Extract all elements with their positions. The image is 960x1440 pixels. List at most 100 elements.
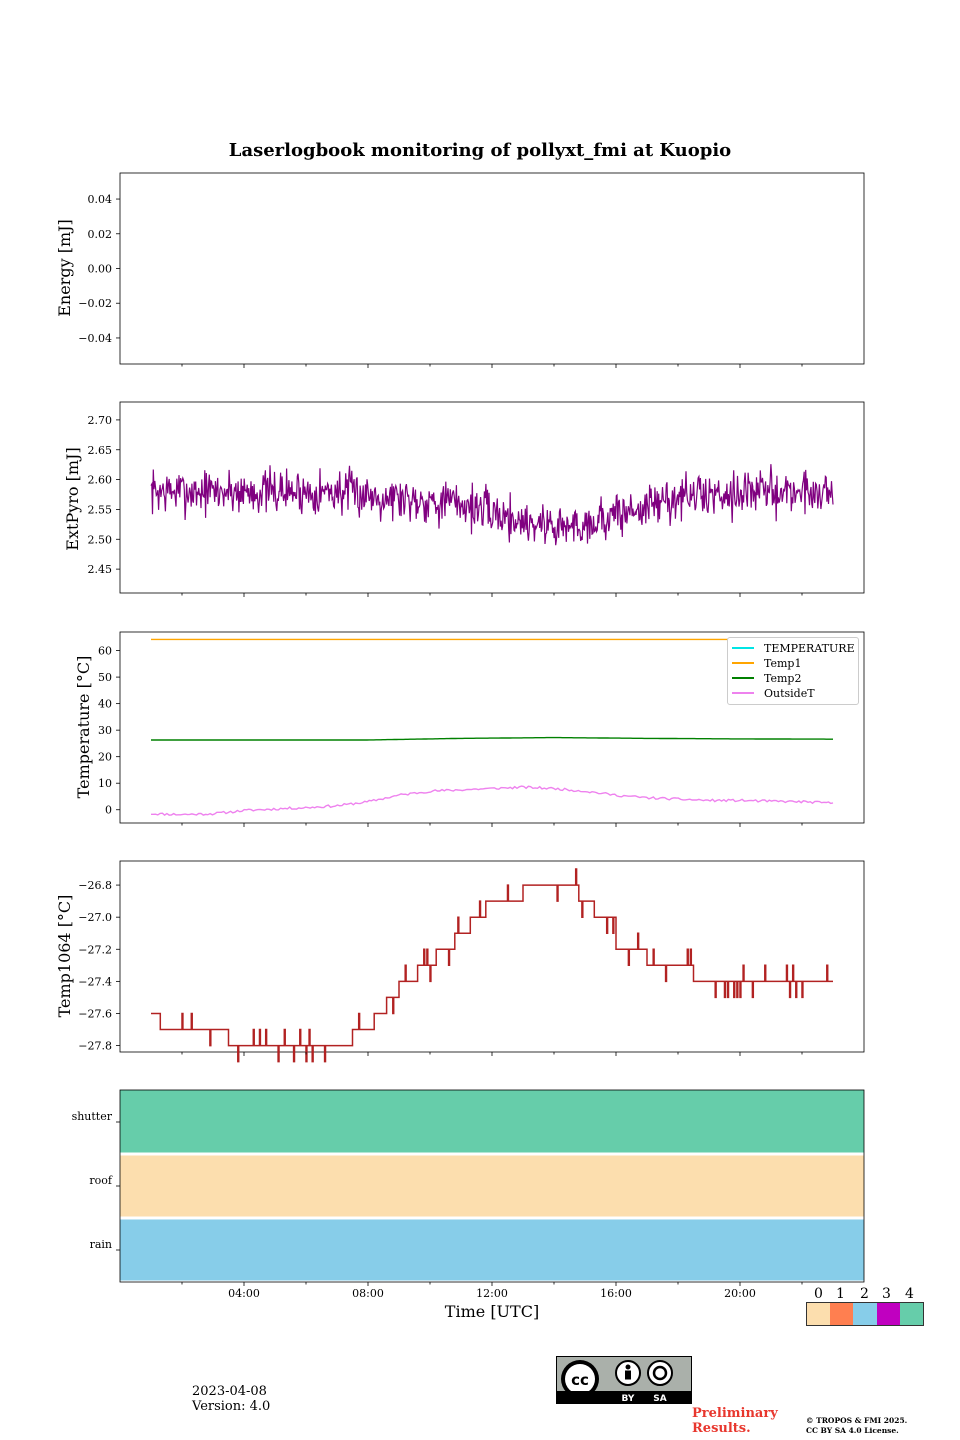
ytick-label: −27.8 bbox=[78, 1040, 112, 1053]
flag-row-shutter bbox=[120, 1090, 864, 1153]
xtick-label: 16:00 bbox=[600, 1287, 632, 1300]
legend-item-outsidet: OutsideT bbox=[732, 686, 815, 700]
temp1064-panel: −27.8 −27.6 −27.4 −27.2 −27.0 −26.8 Temp1064 … bbox=[55, 860, 865, 1063]
legend-item-temp2: Temp2 bbox=[732, 671, 801, 685]
colorbar-swatch-0 bbox=[807, 1303, 831, 1325]
cc-sa-text: SA bbox=[653, 1394, 666, 1403]
ytick-label: 2.55 bbox=[88, 503, 113, 516]
temperature-ylabel-visible: Temperature [°C] bbox=[74, 656, 93, 799]
legend-item-temp1: Temp1 bbox=[732, 656, 801, 670]
extpyro-yticks: 2.45 2.50 2.55 2.60 2.65 2.70 bbox=[88, 414, 120, 576]
extpyro-series-line bbox=[150, 464, 834, 546]
ytick-label: 0.04 bbox=[88, 193, 113, 206]
outsidet-series-line bbox=[151, 785, 834, 816]
colorbar-swatch-2 bbox=[853, 1303, 877, 1325]
extpyro-xticks bbox=[181, 593, 803, 597]
temp1064-yticks: −27.8 −27.6 −27.4 −27.2 −27.0 −26.8 bbox=[78, 879, 120, 1053]
xtick-label: 20:00 bbox=[724, 1287, 756, 1300]
ytick-label: −26.8 bbox=[78, 879, 112, 892]
temp2-series-line bbox=[151, 736, 833, 741]
flags-rows bbox=[120, 1090, 864, 1281]
flag-row-rain bbox=[120, 1219, 864, 1281]
colorbar-label-0: 0 bbox=[814, 1286, 823, 1302]
ytick-label: 0 bbox=[105, 804, 112, 817]
cc-badge-graphic: cc BY SA bbox=[557, 1360, 691, 1403]
temperature-legend: TEMPERATURE Temp1 Temp2 OutsideT bbox=[727, 637, 859, 705]
ytick-label: 20 bbox=[98, 751, 112, 764]
preliminary-line2: Results. bbox=[692, 1421, 751, 1436]
ytick-label: −27.2 bbox=[78, 943, 112, 956]
flag-row-roof bbox=[120, 1155, 864, 1217]
temp1064-xticks bbox=[181, 1052, 803, 1056]
ytick-label: 2.45 bbox=[88, 563, 113, 576]
ytick-label: 0.00 bbox=[88, 263, 113, 276]
ytick-label: 2.65 bbox=[88, 444, 113, 457]
ytick-label: 40 bbox=[98, 698, 112, 711]
flags-row-labels: shutter roof rain bbox=[72, 1110, 120, 1251]
ytick-label: 2.70 bbox=[88, 414, 113, 427]
ytick-label: 0.02 bbox=[88, 228, 113, 241]
date-text: 2023-04-08 bbox=[192, 1384, 267, 1399]
temperature-yticks: 0 10 20 30 40 50 60 bbox=[98, 645, 120, 817]
energy-yticks: −0.04 −0.02 0.00 0.02 0.04 bbox=[78, 193, 120, 345]
extpyro-ylabel: ExtPyro [mJ] bbox=[63, 447, 82, 550]
legend-swatch bbox=[732, 677, 754, 679]
colorbar-swatch-3 bbox=[876, 1303, 900, 1325]
flags-xticks: 04:00 08:00 12:00 16:00 20:00 bbox=[181, 1282, 803, 1300]
flag-colorbar bbox=[806, 1302, 924, 1326]
ytick-label: 30 bbox=[98, 724, 112, 737]
copyright-note: © TROPOS & FMI 2025. CC BY SA 4.0 Licens… bbox=[806, 1416, 907, 1436]
flags-panel: shutter roof rain 04:00 08:00 12:00 16:00 20:0… bbox=[72, 1089, 865, 1300]
flag-row-label: shutter bbox=[72, 1110, 113, 1123]
energy-xticks bbox=[181, 364, 803, 368]
energy-panel: −0.04 −0.02 0.00 0.02 0.04 Energy [mJ] bbox=[55, 172, 865, 368]
cc-sa-share-icon bbox=[647, 1360, 673, 1386]
x-axis-label: Time [UTC] bbox=[444, 1302, 540, 1321]
xtick-label: 04:00 bbox=[228, 1287, 260, 1300]
ytick-label: 60 bbox=[98, 645, 112, 658]
date-version-info: 2023-04-08 Version: 4.0 bbox=[192, 1384, 270, 1414]
colorbar-swatch-4 bbox=[899, 1303, 924, 1325]
cc-by-text: BY bbox=[622, 1394, 635, 1403]
ytick-label: 10 bbox=[98, 777, 112, 790]
colorbar-label-2: 2 bbox=[860, 1286, 869, 1302]
preliminary-results-note: Preliminary Results. bbox=[692, 1406, 778, 1436]
ytick-label: −0.02 bbox=[78, 297, 112, 310]
colorbar-label-4: 4 bbox=[905, 1286, 914, 1302]
page-title: Laserlogbook monitoring of pollyxt_fmi a… bbox=[228, 140, 732, 161]
temperature-xticks bbox=[181, 823, 803, 827]
legend-label: TEMPERATURE bbox=[764, 641, 855, 655]
legend-label: OutsideT bbox=[764, 686, 815, 700]
ytick-label: −27.6 bbox=[78, 1007, 112, 1020]
ytick-label: −0.04 bbox=[78, 332, 112, 345]
extpyro-panel: 2.45 2.50 2.55 2.60 2.65 2.70 ExtPyro [mJ] bbox=[63, 401, 865, 597]
temp1064-axes-frame bbox=[119, 860, 865, 1053]
legend-swatch bbox=[732, 647, 754, 649]
ytick-label: 2.50 bbox=[88, 533, 113, 546]
preliminary-line1: Preliminary bbox=[692, 1406, 778, 1421]
ytick-label: −27.0 bbox=[78, 911, 112, 924]
colorbar-label-3: 3 bbox=[882, 1286, 891, 1302]
ytick-label: 50 bbox=[98, 671, 112, 684]
temp1064-series-line bbox=[151, 868, 833, 1063]
colorbar-swatch-1 bbox=[830, 1303, 854, 1325]
version-text: Version: 4.0 bbox=[192, 1399, 271, 1414]
legend-label: Temp1 bbox=[764, 656, 802, 670]
legend-label: Temp2 bbox=[764, 671, 802, 685]
legend-swatch bbox=[732, 692, 754, 694]
xtick-label: 12:00 bbox=[476, 1287, 508, 1300]
legend-item-temperature: TEMPERATURE bbox=[732, 641, 855, 655]
energy-axes-frame bbox=[119, 172, 865, 365]
copyright-line1: © TROPOS & FMI 2025. bbox=[806, 1416, 908, 1425]
ytick-label: −27.4 bbox=[78, 975, 112, 988]
flag-row-label: roof bbox=[89, 1174, 113, 1187]
copyright-line2: CC BY SA 4.0 License. bbox=[806, 1426, 899, 1435]
cc-license-badge: cc BY SA bbox=[556, 1356, 692, 1404]
colorbar-label-1: 1 bbox=[836, 1286, 845, 1302]
legend-swatch bbox=[732, 662, 754, 664]
flag-row-label: rain bbox=[90, 1238, 112, 1251]
ytick-label: 2.60 bbox=[88, 474, 113, 487]
temp1064-ylabel-visible: Temp1064 [°C] bbox=[55, 895, 74, 1018]
energy-ylabel: Energy [mJ] bbox=[55, 219, 74, 317]
